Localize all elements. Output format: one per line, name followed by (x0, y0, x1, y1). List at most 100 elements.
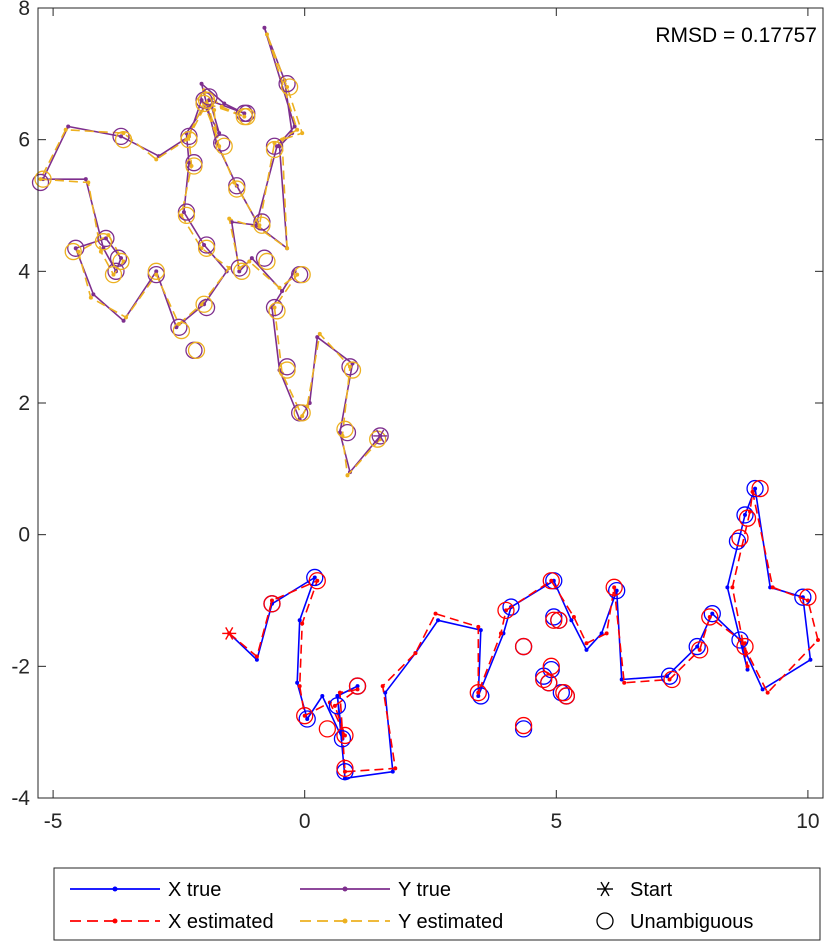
unambiguous-circle-y-true (230, 259, 248, 277)
unambiguous-circle-y-true (278, 358, 296, 376)
unambiguous-circle-y-true (341, 358, 359, 376)
x-tick-label: 10 (796, 810, 819, 833)
point-x-true (710, 611, 715, 616)
point-y-est (212, 108, 217, 113)
point-y-est (154, 272, 159, 277)
legend-dot-icon (342, 918, 348, 924)
legend-dot-icon (342, 886, 348, 892)
point-y-est (300, 131, 305, 136)
unambiguous-circle-x-true (514, 720, 533, 738)
point-y-true (280, 289, 285, 294)
unambiguous-circle-x-est (545, 611, 563, 629)
unambiguous-circle-y-est (197, 239, 216, 257)
point-x-est (254, 654, 259, 659)
legend-item-x-est: X estimated (70, 911, 274, 933)
unambiguous-circle-x-est (535, 670, 553, 689)
unambiguous-circle-x-true (336, 763, 354, 781)
point-y-true (222, 101, 227, 106)
point-y-est (345, 473, 350, 478)
point-x-est (355, 687, 360, 692)
point-y-true (83, 177, 88, 182)
point-x-est (332, 703, 337, 708)
point-y-true (202, 243, 207, 247)
point-x-true (476, 693, 481, 698)
point-x-est (413, 651, 418, 656)
legend-item-unamb: Unambiguous (596, 911, 753, 933)
point-y-est (285, 246, 290, 251)
unambiguous-circle-y-est (112, 252, 130, 271)
point-x-est (697, 647, 702, 652)
legend-start-icon (597, 881, 613, 897)
unambiguous-circle-x-true (328, 697, 347, 715)
unambiguous-circle-y-est (197, 91, 216, 109)
point-x-true (584, 647, 589, 652)
point-x-true (760, 687, 765, 692)
x-tick-label: 5 (550, 810, 562, 833)
unambiguous-circle-y-est (94, 233, 113, 251)
unambiguous-circle-y-true (197, 298, 216, 317)
point-y-est (184, 137, 189, 142)
unambiguous-circle-x-est (514, 637, 533, 656)
point-x-est (342, 733, 347, 738)
legend-dot-icon (112, 918, 118, 924)
point-x-true (254, 657, 259, 662)
point-x-true (297, 618, 302, 623)
unambiguous-circle-x-est (555, 684, 573, 702)
unambiguous-circle-y-est (180, 131, 198, 149)
unambiguous-circle-y-true (180, 127, 198, 146)
point-y-true (237, 269, 242, 274)
unambiguous-circle-y-true (112, 127, 130, 146)
unambiguous-circle-x-true (731, 631, 749, 649)
point-y-true (154, 269, 159, 274)
point-x-est (498, 631, 503, 636)
legend-item-start: Start (597, 879, 673, 901)
start-marker (222, 627, 237, 640)
unambiguous-circle-x-est (799, 588, 817, 606)
legend-label: Start (630, 879, 673, 901)
point-x-true (569, 618, 574, 623)
unambiguous-circle-y-est (233, 262, 251, 280)
point-y-true (119, 256, 124, 261)
point-y-est (38, 177, 43, 182)
point-x-est (815, 638, 820, 642)
unambiguous-circle-y-est (187, 341, 206, 359)
point-y-est (88, 295, 93, 300)
unambiguous-circle-x-est (663, 670, 681, 689)
point-y-est (124, 315, 129, 320)
point-x-est (302, 713, 307, 718)
point-y-true (121, 318, 126, 323)
point-y-est (86, 180, 91, 185)
legend-item-y-true: Y true (300, 879, 451, 901)
unambiguous-circle-y-true (265, 137, 284, 155)
unambiguous-circle-y-est (195, 295, 213, 313)
unambiguous-circle-y-est (215, 137, 233, 155)
point-y-est (247, 259, 252, 264)
unambiguous-circle-y-est (265, 140, 284, 159)
point-x-est (770, 585, 775, 590)
unambiguous-circle-x-est (308, 572, 326, 590)
tick-layer: -5 0 5 10 -4 -2 0 2 4 6 8 (11, 0, 823, 833)
unambiguous-circle-x-est (691, 641, 709, 659)
unambiguous-circle-y-est (268, 302, 286, 320)
unambiguous-circle-y-est (64, 242, 82, 261)
point-x-est (730, 585, 735, 590)
unambiguous-circle-y-true (213, 134, 231, 152)
unambiguous-circle-y-true (253, 213, 271, 231)
point-y-est (277, 285, 282, 290)
point-y-est (285, 85, 290, 89)
unambiguous-circle-x-est (751, 479, 769, 498)
point-x-true (725, 585, 730, 590)
point-y-true (217, 131, 222, 136)
point-x-est (476, 690, 481, 695)
unambiguous-circle-y-est (343, 361, 362, 379)
point-x-true (745, 667, 750, 672)
y-tick-label: 4 (18, 260, 30, 283)
point-x-est (342, 769, 347, 774)
point-x-true (355, 684, 360, 689)
point-x-est (765, 690, 770, 695)
start-marker (373, 429, 388, 443)
unambiguous-circle-y-est (177, 206, 196, 225)
legend-item-y-est: Y estimated (300, 911, 503, 933)
unambiguous-circle-x-est (557, 687, 576, 705)
unambiguous-circle-y-true (265, 298, 284, 317)
